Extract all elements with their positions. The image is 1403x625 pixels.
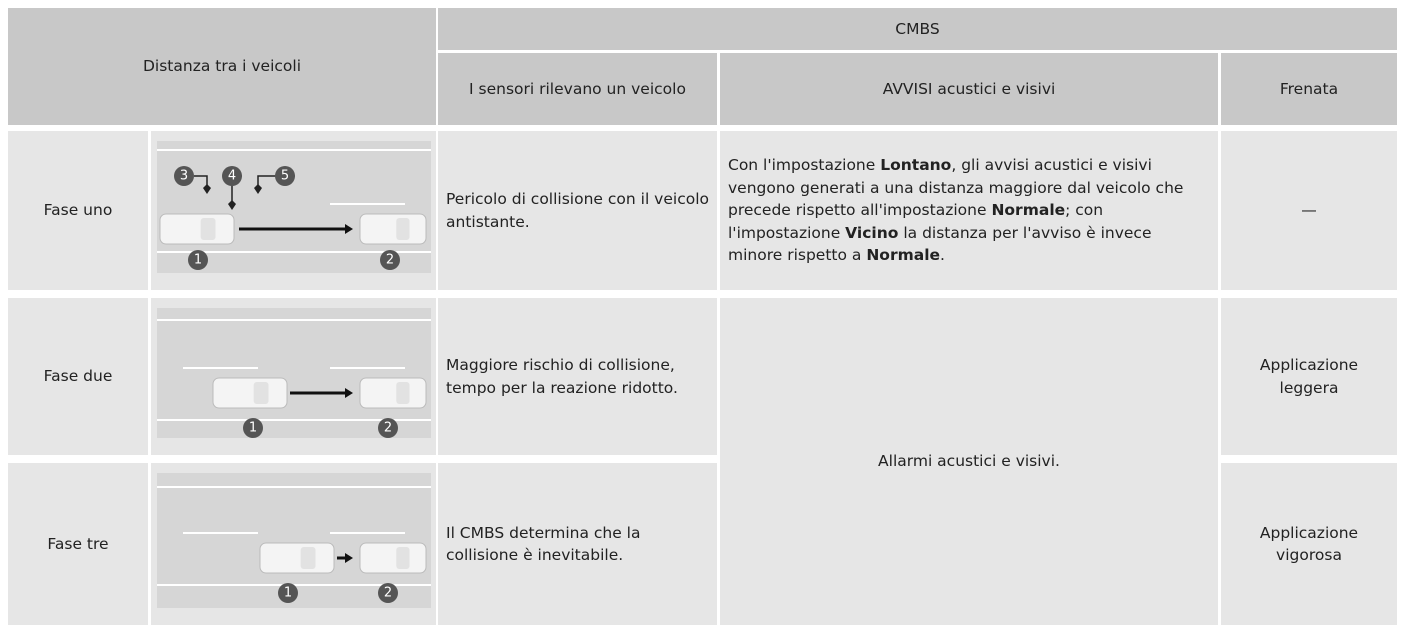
- marker-label: 1: [284, 586, 292, 601]
- car-window: [200, 218, 216, 240]
- detection: Il CMBS determina che la collisione è in…: [446, 523, 641, 564]
- bold-text: Lontano: [880, 156, 952, 175]
- braking-cell: —: [1221, 131, 1397, 290]
- text: , gli avvisi acustici e visivi vengono g…: [728, 156, 1184, 220]
- marker: [243, 418, 263, 438]
- text: Con l'impostazione: [728, 156, 881, 175]
- bold-text: Vicino: [845, 223, 899, 242]
- car-window: [300, 547, 316, 569]
- marker: [380, 250, 400, 270]
- car: [359, 377, 427, 409]
- marker: [275, 166, 295, 186]
- car: [159, 213, 235, 245]
- car-window: [396, 382, 410, 404]
- car: [359, 213, 427, 245]
- header-text: Frenata: [1279, 79, 1339, 98]
- detection-cell: Il CMBS determina che la collisione è in…: [438, 463, 717, 625]
- header-cell: CMBS: [438, 8, 1397, 50]
- car: [359, 542, 427, 574]
- marker: [378, 583, 398, 603]
- marker-label: 2: [384, 586, 392, 601]
- image-cell: 3 4 5 1 2: [151, 131, 436, 290]
- phase-cell: Fase tre: [8, 463, 148, 625]
- arrow-head: [345, 224, 353, 234]
- header-text: AVVISI acustici e visivi: [882, 79, 1056, 98]
- car: [259, 542, 335, 574]
- marker-label: 2: [386, 253, 394, 268]
- header-text: CMBS: [895, 19, 940, 38]
- warning: Allarmi acustici e visivi.: [878, 452, 1060, 471]
- text: .: [940, 246, 945, 265]
- phase-cell: Fase uno: [8, 131, 148, 290]
- braking-cell: Applicazione leggera: [1221, 298, 1397, 455]
- arrow-head: [345, 388, 353, 398]
- marker-label: 1: [194, 253, 202, 268]
- header-text: I sensori rilevano un veicolo: [469, 79, 686, 98]
- car: [212, 377, 288, 409]
- warning-cell: Allarmi acustici e visivi.: [720, 298, 1218, 625]
- phase: Fase due: [43, 367, 113, 386]
- braking: Applicazione leggera: [1259, 356, 1359, 397]
- text: ; con l'impostazione: [728, 201, 1104, 242]
- braking: Applicazione vigorosa: [1259, 523, 1359, 564]
- leader-tip: [254, 184, 262, 194]
- marker: [188, 250, 208, 270]
- marker-label: 3: [180, 169, 188, 184]
- marker-label: 1: [249, 421, 257, 436]
- braking-cell: Applicazione vigorosa: [1221, 463, 1397, 625]
- road: [157, 308, 431, 438]
- bold-text: Normale: [991, 201, 1066, 220]
- warning: Con l'impostazione Lontano, gli avvisi a…: [728, 154, 1210, 266]
- warning-cell: Con l'impostazione Lontano, gli avvisi a…: [720, 131, 1218, 290]
- car-window: [396, 547, 410, 569]
- marker: [278, 583, 298, 603]
- header-cell: AVVISI acustici e visivi: [720, 53, 1218, 125]
- detection: Pericolo di collisione con il veicolo an…: [446, 190, 709, 231]
- arrow-head: [345, 553, 353, 563]
- header-cell: Frenata: [1221, 53, 1397, 125]
- marker-label: 4: [228, 169, 236, 184]
- detection-cell: Pericolo di collisione con il veicolo an…: [438, 131, 717, 290]
- leader-tip: [228, 200, 236, 210]
- marker-label: 5: [281, 169, 289, 184]
- detection: Maggiore rischio di collisione, tempo pe…: [446, 356, 678, 397]
- braking: —: [1301, 201, 1317, 220]
- bold-text: Normale: [866, 246, 941, 265]
- header-cell: I sensori rilevano un veicolo: [438, 53, 717, 125]
- marker-label: 2: [384, 421, 392, 436]
- phase-cell: Fase due: [8, 298, 148, 455]
- phase: Fase uno: [43, 201, 113, 220]
- car-window: [253, 382, 269, 404]
- marker: [378, 418, 398, 438]
- leader-tip: [203, 184, 211, 194]
- car-window: [396, 218, 410, 240]
- header-cell: Distanza tra i veicoli: [8, 8, 436, 125]
- phase: Fase tre: [47, 534, 109, 553]
- marker: [174, 166, 194, 186]
- text: la distanza per l'avviso è invece minore…: [728, 223, 1152, 265]
- header-text: Distanza tra i veicoli: [142, 57, 302, 76]
- illustration: 3 4 5 1 2: [157, 141, 431, 273]
- detection-cell: Maggiore rischio di collisione, tempo pe…: [438, 298, 717, 455]
- marker: [222, 166, 242, 186]
